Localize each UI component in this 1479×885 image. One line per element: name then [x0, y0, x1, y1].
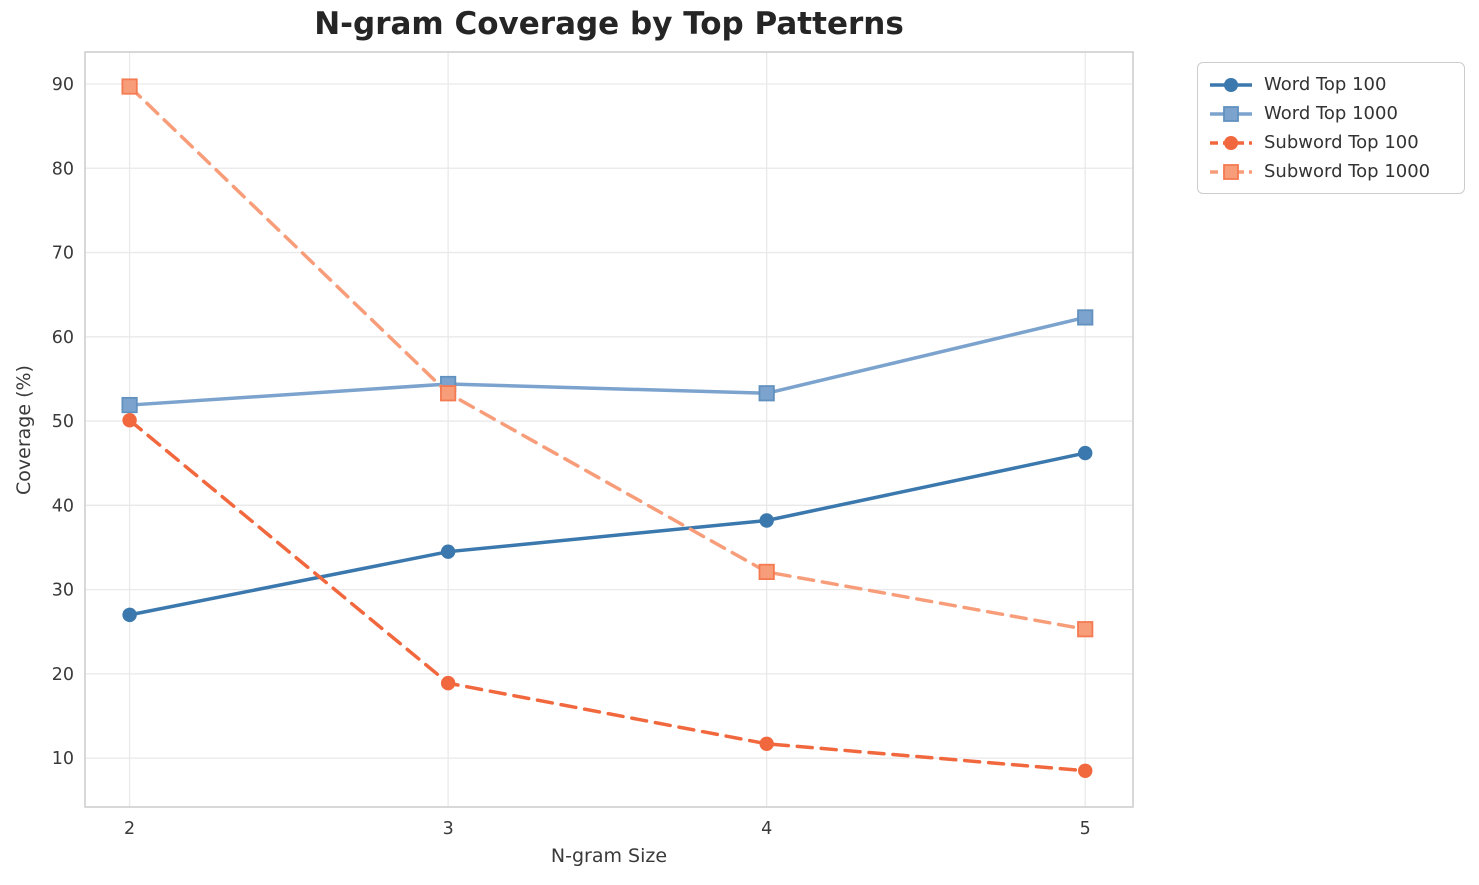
data-point-marker — [440, 675, 456, 691]
y-tick-label: 60 — [52, 328, 74, 348]
legend-item: Word Top 1000 — [1208, 99, 1454, 128]
data-point-marker — [759, 736, 774, 752]
x-tick-label: 2 — [124, 819, 135, 839]
legend-label: Word Top 100 — [1264, 74, 1387, 95]
y-tick-label: 50 — [52, 412, 74, 432]
y-tick-label: 10 — [52, 749, 74, 769]
legend-item: Subword Top 100 — [1208, 128, 1454, 157]
y-tick-label: 70 — [52, 244, 74, 264]
y-tick-label: 30 — [52, 581, 74, 601]
data-point-marker — [759, 513, 774, 528]
data-point-marker — [758, 563, 775, 581]
legend-label: Word Top 1000 — [1264, 103, 1398, 124]
legend: Word Top 100 Word Top 1000 Subword Top 100… — [1197, 62, 1465, 194]
legend-item: Subword Top 1000 — [1208, 157, 1454, 186]
series-line-word-top-1000 — [127, 315, 1087, 407]
data-point-marker — [440, 385, 457, 402]
legend-swatch-dashed-circle-icon — [1210, 135, 1252, 150]
data-point-marker — [121, 78, 138, 95]
data-point-marker — [1077, 309, 1094, 326]
legend-label: Subword Top 100 — [1264, 132, 1419, 153]
data-point-marker — [1078, 763, 1093, 778]
data-point-marker — [121, 396, 138, 414]
legend-swatch-solid-circle-icon — [1210, 77, 1252, 92]
y-tick-label: 20 — [52, 665, 74, 685]
series-line-word-top-100 — [127, 451, 1087, 617]
data-point-marker — [122, 413, 137, 428]
legend-item: Word Top 100 — [1208, 70, 1454, 99]
data-point-marker — [440, 544, 456, 559]
x-tick-label: 4 — [761, 819, 772, 839]
x-axis-label: N-gram Size — [550, 845, 668, 867]
chart-title: N-gram Coverage by Top Patterns — [314, 6, 904, 42]
data-point-marker — [122, 607, 137, 623]
series-line-subword-top-1000 — [127, 84, 1087, 631]
data-point-marker — [1077, 621, 1094, 638]
y-tick-label: 40 — [52, 496, 74, 516]
y-axis-label: Coverage (%) — [13, 365, 35, 495]
data-point-marker — [1078, 445, 1093, 461]
legend-swatch-solid-square-icon — [1210, 105, 1252, 122]
data-point-marker — [758, 385, 775, 402]
x-tick-label: 5 — [1080, 819, 1091, 839]
plot-frame — [84, 51, 1134, 808]
x-tick-label: 3 — [443, 819, 454, 839]
y-tick-label: 80 — [52, 159, 74, 179]
legend-swatch-dashed-square-icon — [1210, 163, 1252, 180]
legend-label: Subword Top 1000 — [1264, 161, 1431, 182]
y-tick-label: 90 — [52, 75, 74, 95]
series-line-subword-top-100 — [127, 418, 1087, 773]
